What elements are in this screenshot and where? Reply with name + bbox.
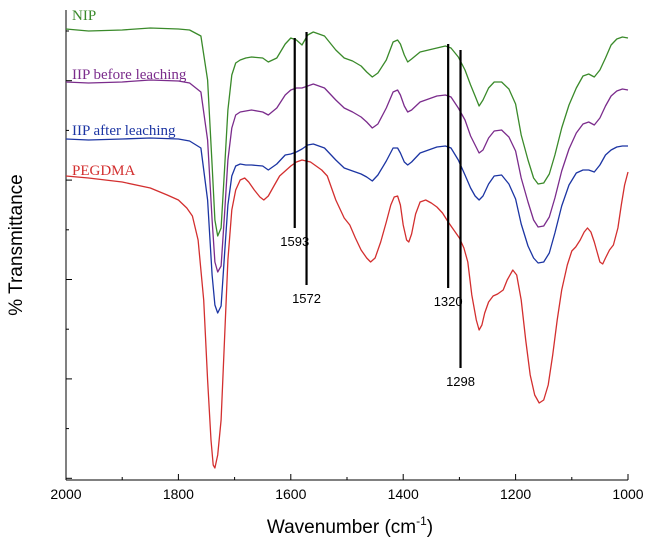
series-label: IIP before leaching [72,67,187,83]
peak-marker-label: 1572 [292,291,321,306]
series-line-iip-after-leaching [65,137,628,314]
x-tick-label: 1400 [388,486,419,502]
y-axis-title: % Transmittance [6,174,27,316]
series-label: IIP after leaching [72,123,176,139]
x-tick-label: 2000 [50,486,81,502]
x-tick-label: 1800 [163,486,194,502]
peak-marker-label: 1320 [434,294,463,309]
x-tick-label: 1000 [612,486,643,502]
x-tick-label: 1200 [500,486,531,502]
peak-annotations: 1593 1572 1320 1298 [280,32,475,389]
x-tick-label: 1600 [275,486,306,502]
peak-marker-label: 1593 [280,234,309,249]
series-line-nip [65,27,629,237]
y-axis-ticks [66,30,72,479]
series-line-pegdma [65,159,629,469]
series-line-iip-before-leaching [65,79,629,273]
series-lines [65,27,629,469]
x-axis-ticks: 2000 1800 1600 1400 1200 1000 [50,474,644,502]
x-axis-title: Wavenumber (cm-1) [267,514,433,538]
series-label: NIP [72,8,96,24]
peak-marker-label: 1298 [446,374,475,389]
x-axis-title-superscript: -1 [416,514,427,528]
series-labels: NIP IIP before leaching IIP after leaching… [72,8,187,179]
series-label: PEGDMA [72,163,136,179]
